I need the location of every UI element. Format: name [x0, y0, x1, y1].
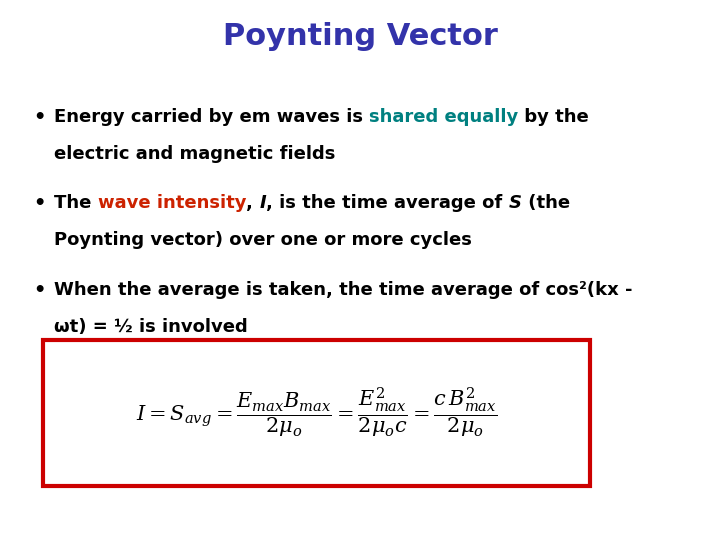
- Text: When the average is taken, the time average of cos²(kx -: When the average is taken, the time aver…: [54, 281, 632, 299]
- Text: shared equally: shared equally: [369, 108, 518, 126]
- Text: •: •: [33, 194, 46, 213]
- Text: The: The: [54, 194, 98, 212]
- Text: ωt) = ½ is involved: ωt) = ½ is involved: [54, 318, 248, 335]
- Text: wave intensity: wave intensity: [98, 194, 246, 212]
- Text: $I = S_{avg} = \dfrac{E_{max}B_{max}}{2\mu_o} = \dfrac{E^2_{max}}{2\mu_o c} = \d: $I = S_{avg} = \dfrac{E_{max}B_{max}}{2\…: [136, 386, 498, 440]
- Text: (the: (the: [521, 194, 570, 212]
- Text: ,: ,: [246, 194, 259, 212]
- Text: Poynting Vector: Poynting Vector: [222, 22, 498, 51]
- FancyBboxPatch shape: [43, 340, 590, 486]
- Text: •: •: [33, 281, 46, 300]
- Text: , is the time average of: , is the time average of: [266, 194, 508, 212]
- Text: Energy carried by em waves is: Energy carried by em waves is: [54, 108, 369, 126]
- Text: electric and magnetic fields: electric and magnetic fields: [54, 145, 336, 163]
- Text: Poynting vector) over one or more cycles: Poynting vector) over one or more cycles: [54, 231, 472, 249]
- Text: I: I: [259, 194, 266, 212]
- Text: by the: by the: [518, 108, 589, 126]
- Text: S: S: [508, 194, 521, 212]
- Text: •: •: [33, 108, 46, 127]
